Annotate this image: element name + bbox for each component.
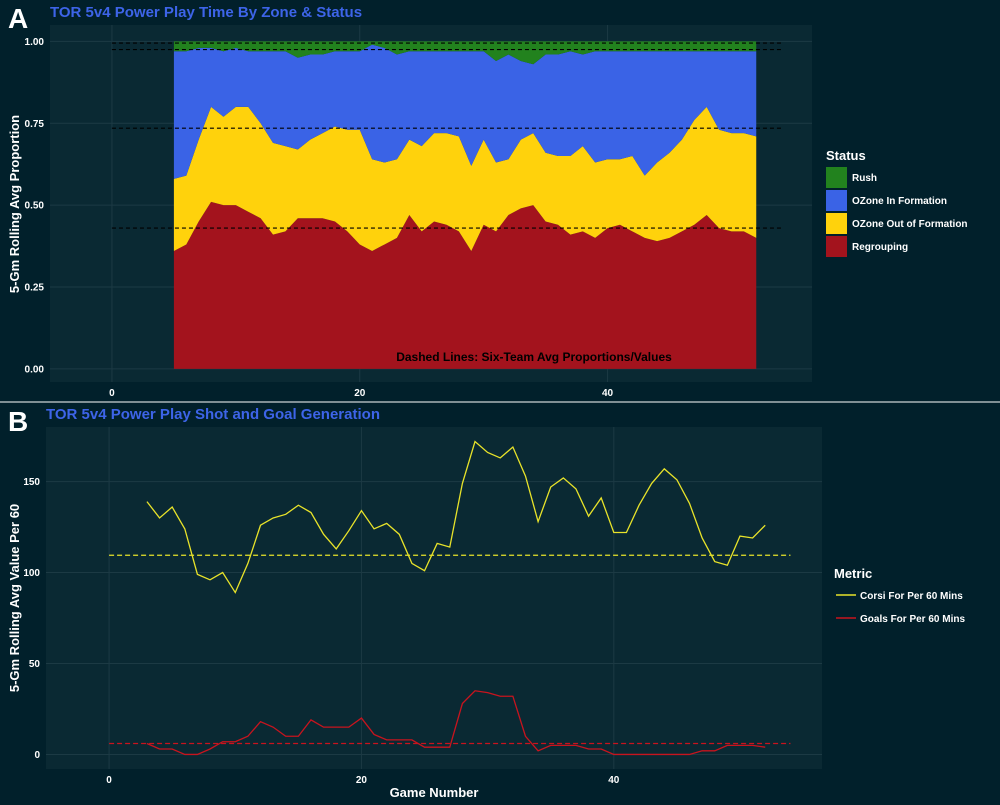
panel-a-y-tick-label: 0.75 <box>25 119 45 130</box>
panel-a-areas <box>173 41 757 369</box>
panel-b-x-tick-label: 0 <box>106 775 112 786</box>
panel-b-title: TOR 5v4 Power Play Shot and Goal Generat… <box>46 406 380 423</box>
area-ozone-in-formation <box>173 44 757 179</box>
legend-label-regrouping: Regrouping <box>852 242 908 253</box>
panel-b-x-tick-label: 40 <box>608 775 620 786</box>
panel-a-x-tick-label: 0 <box>109 388 115 399</box>
panel-a-y-tick-label: 0.50 <box>25 201 45 212</box>
area-rush <box>173 41 757 65</box>
panel-a: A TOR 5v4 Power Play Time By Zone & Stat… <box>7 3 968 399</box>
area-ozone-out-of-formation <box>173 106 757 251</box>
panel-b-gridlines <box>46 427 822 769</box>
legend-swatch-ozone-in-formation <box>826 190 847 211</box>
panel-b-lines <box>146 440 766 756</box>
panel-a-legend: Status Rush OZone In Formation OZone Out… <box>826 148 968 257</box>
panel-a-y-tick-label: 0.25 <box>25 283 45 294</box>
panel-b-y-tick-label: 50 <box>29 659 41 670</box>
panel-a-y-tick-label: 1.00 <box>25 37 45 48</box>
legend-label-ozone-out-of-formation: OZone Out of Formation <box>852 219 968 230</box>
legend-label-corsi: Corsi For Per 60 Mins <box>860 591 963 602</box>
panel-b-y-tick-label: 0 <box>34 750 40 761</box>
legend-label-goals: Goals For Per 60 Mins <box>860 614 965 625</box>
panel-a-ticks: 0 20 40 0.00 0.25 0.50 0.75 1.00 <box>25 37 614 399</box>
panel-b-y-axis-title: 5-Gm Rolling Avg Value Per 60 <box>7 504 22 692</box>
legend-swatch-regrouping <box>826 236 847 257</box>
panel-b-ticks: 0 20 40 0 50 100 150 <box>23 477 619 786</box>
panel-b-y-tick-label: 100 <box>23 568 40 579</box>
panel-a-title: TOR 5v4 Power Play Time By Zone & Status <box>50 4 362 21</box>
panel-a-legend-title: Status <box>826 148 866 163</box>
panel-a-annotation: Dashed Lines: Six-Team Avg Proportions/V… <box>396 350 672 364</box>
legend-swatch-rush <box>826 167 847 188</box>
line-corsi-for-per-60-mins <box>146 440 766 594</box>
panel-b-legend-title: Metric <box>834 566 872 581</box>
legend-swatch-ozone-out-of-formation <box>826 213 847 234</box>
panel-a-x-tick-label: 20 <box>354 388 366 399</box>
panel-b-reference-lines <box>109 554 791 745</box>
panel-a-letter: A <box>8 3 28 34</box>
panel-b-x-tick-label: 20 <box>356 775 368 786</box>
panel-b: B TOR 5v4 Power Play Shot and Goal Gener… <box>7 406 965 800</box>
panel-a-y-tick-label: 0.00 <box>25 364 45 375</box>
panel-a-y-axis-title: 5-Gm Rolling Avg Proportion <box>7 115 22 293</box>
legend-label-rush: Rush <box>852 173 877 184</box>
legend-label-ozone-in-formation: OZone In Formation <box>852 196 947 207</box>
panel-b-plot-background <box>46 427 822 769</box>
panel-b-x-axis-title: Game Number <box>390 785 479 800</box>
area-regrouping <box>173 201 757 369</box>
panel-b-letter: B <box>8 406 28 437</box>
line-goals-for-per-60-mins <box>146 690 766 756</box>
panel-a-x-tick-label: 40 <box>602 388 614 399</box>
panel-b-y-tick-label: 150 <box>23 477 40 488</box>
panel-b-legend: Metric Corsi For Per 60 Mins Goals For P… <box>834 566 965 625</box>
